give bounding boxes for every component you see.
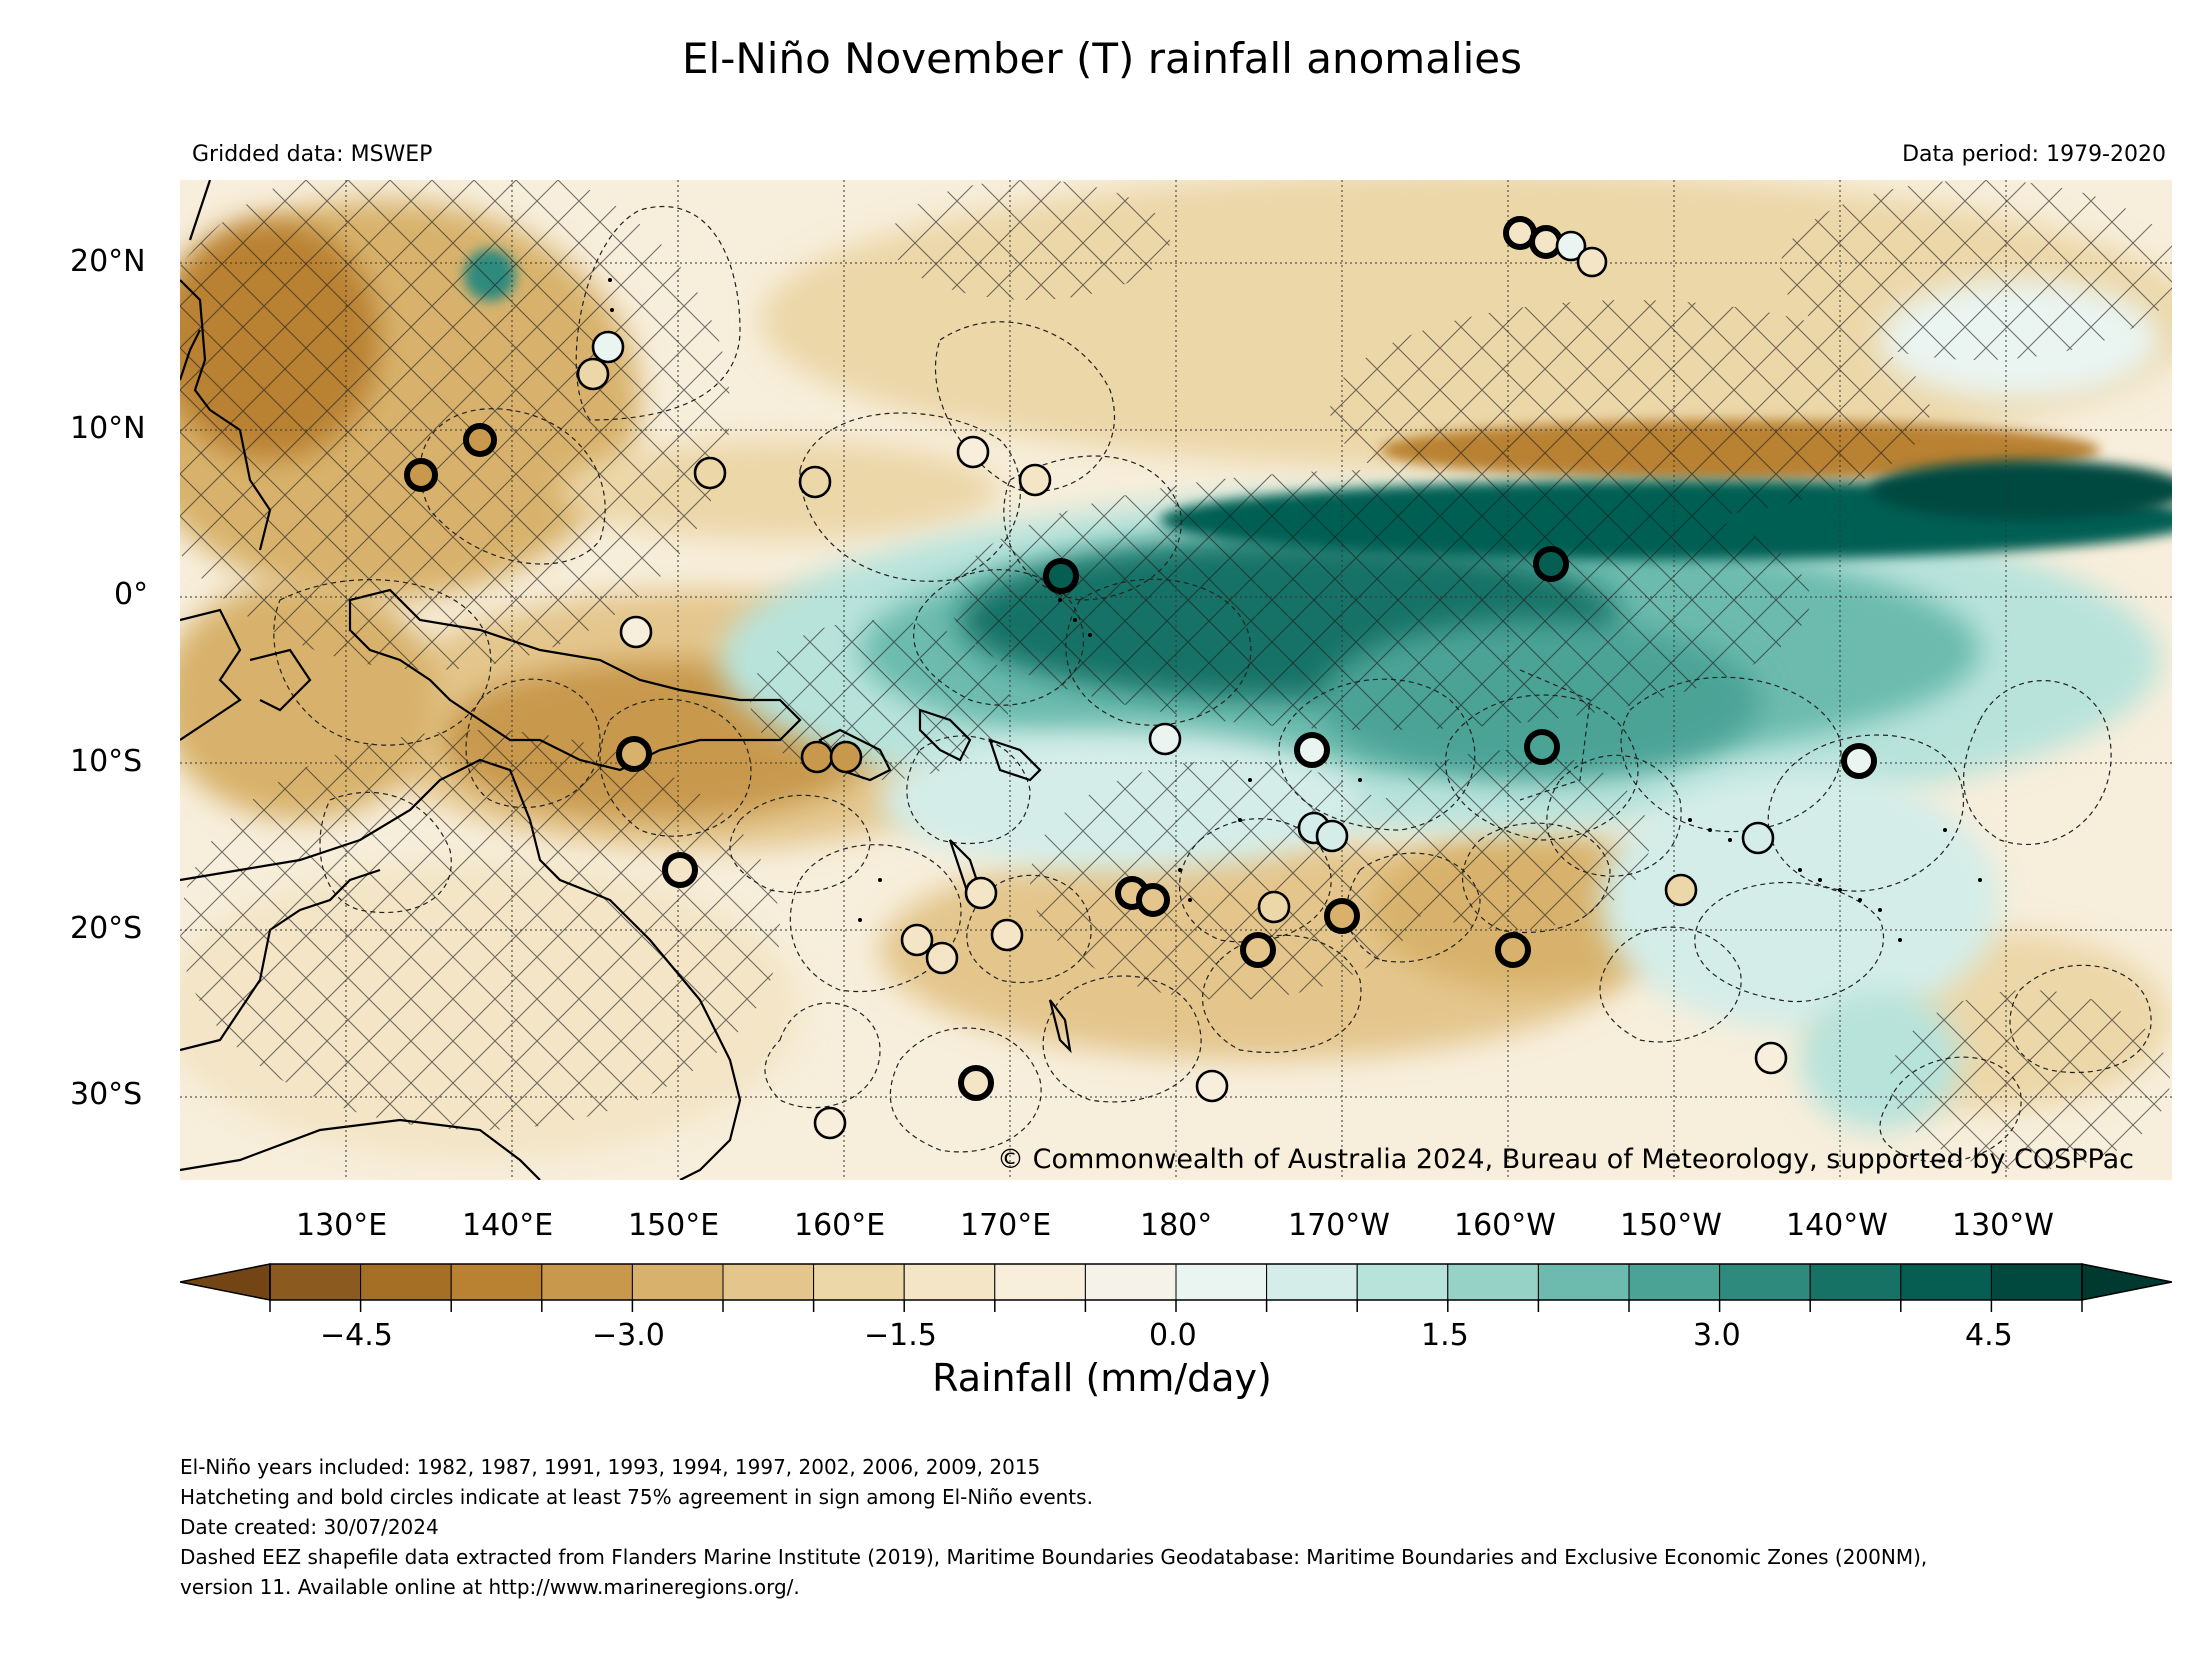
- colorbar-tick-label: 0.0: [1149, 1318, 1197, 1353]
- colorbar-cell: [1084, 1263, 1177, 1301]
- colorbar-tick-label: 1.5: [1421, 1318, 1469, 1353]
- colorbar-over-arrow: [2081, 1263, 2172, 1301]
- colorbar-cell: [903, 1263, 996, 1301]
- rainfall-anomaly-map: © Commonwealth of Australia 2024, Bureau…: [180, 180, 2172, 1180]
- lon-label-150e: 150°E: [628, 1208, 720, 1243]
- colorbar-cell: [813, 1263, 905, 1301]
- colorbar-cells: [269, 1263, 2083, 1301]
- footnote-date: Date created: 30/07/2024: [180, 1515, 439, 1539]
- colorbar-cell: [1809, 1263, 1902, 1301]
- colorbar: [180, 1263, 2172, 1312]
- colorbar-cell: [1447, 1263, 1539, 1301]
- lat-label-10s: 10°S: [70, 744, 143, 779]
- island-dots: [608, 278, 1982, 942]
- colorbar-cell: [1537, 1263, 1630, 1301]
- lon-label-140e: 140°E: [462, 1208, 554, 1243]
- colorbar-tick-label: −3.0: [592, 1318, 665, 1353]
- lon-label-160w: 160°W: [1454, 1208, 1556, 1243]
- colorbar-label: Rainfall (mm/day): [932, 1356, 1272, 1400]
- colorbar-cell: [1628, 1263, 1721, 1301]
- lon-label-180: 180°: [1140, 1208, 1213, 1243]
- colorbar-cell: [1356, 1263, 1449, 1301]
- station-markers: [404, 216, 1877, 1140]
- colorbar-cell: [994, 1263, 1086, 1301]
- copyright-text: © Commonwealth of Australia 2024, Bureau…: [997, 1144, 2134, 1175]
- lon-label-160e: 160°E: [794, 1208, 886, 1243]
- colorbar-cell: [631, 1263, 724, 1301]
- footnote-eez-source: Dashed EEZ shapefile data extracted from…: [180, 1545, 1928, 1569]
- colorbar-cell: [360, 1263, 452, 1301]
- colorbar-cell: [269, 1263, 362, 1301]
- colorbar-tick-label: 4.5: [1965, 1318, 2013, 1353]
- colorbar-cell: [450, 1263, 543, 1301]
- lon-label-130w: 130°W: [1952, 1208, 2054, 1243]
- colorbar-tick-label: −4.5: [320, 1318, 393, 1353]
- station-circle-thin: [576, 230, 1788, 1140]
- colorbar-tick-label: 3.0: [1693, 1318, 1741, 1353]
- colorbar-cell: [1175, 1263, 1268, 1301]
- lon-label-140w: 140°W: [1786, 1208, 1888, 1243]
- colorbar-cell: [541, 1263, 633, 1301]
- lat-label-30s: 30°S: [70, 1077, 143, 1112]
- footnote-years: El-Niño years included: 1982, 1987, 1991…: [180, 1455, 1041, 1479]
- colorbar-under-arrow: [180, 1263, 271, 1301]
- footnote-hatching: Hatcheting and bold circles indicate at …: [180, 1485, 1093, 1509]
- colorbar-cell: [1719, 1263, 1811, 1301]
- colorbar-cell: [1266, 1263, 1358, 1301]
- gridded-data-label: Gridded data: MSWEP: [192, 142, 433, 167]
- graticule: [180, 180, 2172, 1180]
- colorbar-ticks: [269, 1300, 2083, 1312]
- lat-label-20s: 20°S: [70, 911, 143, 946]
- station-circle-bold: [404, 216, 1877, 1101]
- colorbar-cell: [1990, 1263, 2083, 1301]
- lat-label-0: 0°: [114, 577, 149, 612]
- colorbar-tick-label: −1.5: [864, 1318, 937, 1353]
- chart-title: El-Niño November (T) rainfall anomalies: [682, 34, 1522, 83]
- lat-label-20n: 20°N: [70, 244, 146, 279]
- lon-label-170w: 170°W: [1288, 1208, 1390, 1243]
- lon-label-130e: 130°E: [296, 1208, 388, 1243]
- lon-label-170e: 170°E: [960, 1208, 1052, 1243]
- lat-label-10n: 10°N: [70, 411, 146, 446]
- footnote-eez-version: version 11. Available online at http://w…: [180, 1575, 800, 1599]
- colorbar-cell: [1900, 1263, 1992, 1301]
- data-period-label: Data period: 1979-2020: [1902, 142, 2166, 167]
- colorbar-cell: [722, 1263, 815, 1301]
- lon-label-150w: 150°W: [1620, 1208, 1722, 1243]
